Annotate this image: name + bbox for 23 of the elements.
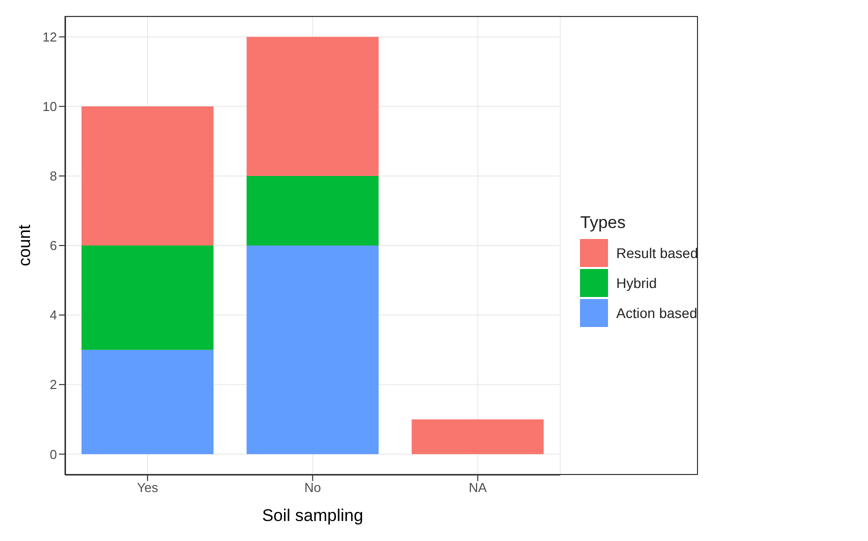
y-tick-label: 8 <box>50 168 57 184</box>
legend-label: Result based <box>616 244 698 260</box>
y-tick-label: 4 <box>50 308 57 323</box>
y-tick-label: 10 <box>42 99 57 114</box>
legend-label: Hybrid <box>616 274 657 290</box>
bar <box>82 350 214 454</box>
y-axis-title: count <box>15 224 34 266</box>
bar <box>246 176 379 246</box>
legend-label: Action based <box>616 304 698 320</box>
y-tick-label: 2 <box>50 377 57 392</box>
bar <box>412 419 544 454</box>
bar <box>82 246 214 350</box>
y-tick-label: 0 <box>50 446 57 462</box>
legend-title: Types <box>580 212 627 232</box>
x-axis-title: Soil sampling <box>262 506 364 525</box>
x-tick-label: Yes <box>136 480 159 496</box>
bar <box>82 106 214 246</box>
x-tick-label: NA <box>468 480 488 496</box>
x-tick-label: No <box>304 480 321 496</box>
y-tick-label: 6 <box>50 238 57 254</box>
bar <box>246 246 379 454</box>
bar <box>246 36 379 176</box>
y-tick-label: 12 <box>42 29 57 44</box>
